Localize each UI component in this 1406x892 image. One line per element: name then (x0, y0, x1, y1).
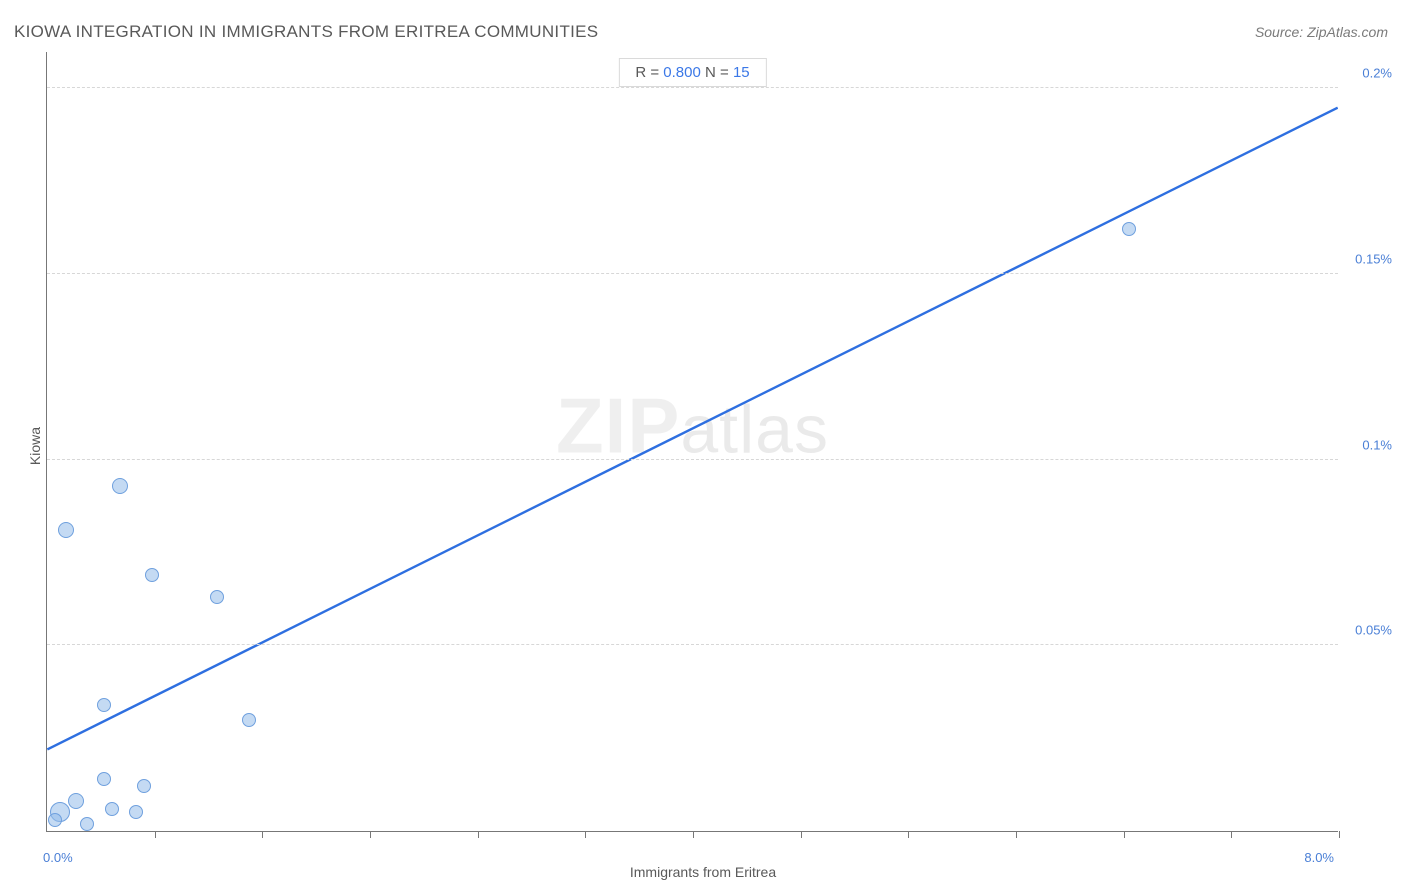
gridline-h (47, 273, 1338, 274)
x-axis-label: Immigrants from Eritrea (630, 864, 776, 880)
source-attribution: Source: ZipAtlas.com (1255, 24, 1388, 40)
y-axis-label: Kiowa (27, 427, 43, 465)
x-tick (801, 831, 802, 838)
stats-legend: R = 0.800 N = 15 (618, 58, 766, 87)
plot-area: ZIPatlas R = 0.800 N = 15 0.0% 8.0% 0.05… (46, 52, 1338, 832)
watermark-light: atlas (680, 391, 829, 467)
data-point (112, 478, 128, 494)
data-point (58, 522, 74, 538)
data-point (80, 817, 94, 831)
data-point (242, 713, 256, 727)
y-tick-label: 0.2% (1342, 66, 1392, 81)
gridline-h (47, 644, 1338, 645)
data-point (145, 568, 159, 582)
x-tick (908, 831, 909, 838)
x-tick-min: 0.0% (43, 850, 73, 865)
data-point (137, 779, 151, 793)
y-tick-label: 0.15% (1342, 251, 1392, 266)
x-tick (155, 831, 156, 838)
r-value: 0.800 (663, 64, 701, 81)
data-point (97, 772, 111, 786)
y-tick-label: 0.1% (1342, 437, 1392, 452)
x-tick (1231, 831, 1232, 838)
data-point (48, 813, 62, 827)
data-point (129, 805, 143, 819)
gridline-h (47, 87, 1338, 88)
x-tick (262, 831, 263, 838)
watermark-bold: ZIP (556, 381, 680, 469)
data-point (97, 698, 111, 712)
chart-title: KIOWA INTEGRATION IN IMMIGRANTS FROM ERI… (14, 22, 598, 42)
x-tick (370, 831, 371, 838)
r-label: R = (635, 64, 663, 81)
data-point (1122, 222, 1136, 236)
x-tick (1016, 831, 1017, 838)
x-tick (1124, 831, 1125, 838)
x-tick (585, 831, 586, 838)
gridline-h (47, 459, 1338, 460)
data-point (68, 793, 84, 809)
data-point (210, 590, 224, 604)
x-tick-max: 8.0% (1304, 850, 1334, 865)
y-tick-label: 0.05% (1342, 623, 1392, 638)
x-tick (1339, 831, 1340, 838)
x-tick (693, 831, 694, 838)
n-value: 15 (733, 64, 750, 81)
data-point (105, 802, 119, 816)
x-tick (478, 831, 479, 838)
n-label: N = (701, 64, 733, 81)
